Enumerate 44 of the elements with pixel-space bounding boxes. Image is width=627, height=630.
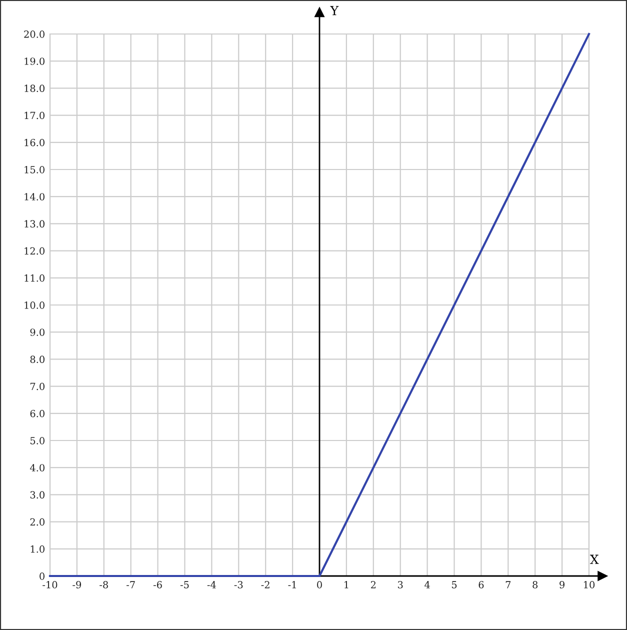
y-tick-label: 16.0 <box>24 138 44 146</box>
y-tick-label: 0 <box>40 572 44 580</box>
y-tick-label: 12.0 <box>24 247 44 255</box>
x-tick-label: 9 <box>560 581 564 588</box>
y-tick-label: 3.0 <box>30 491 44 499</box>
x-tick-label: 8 <box>532 581 538 588</box>
y-tick-label: 13.0 <box>24 220 44 228</box>
x-tick-label: 5 <box>452 581 457 588</box>
x-tick-label: 10 <box>584 581 595 588</box>
x-tick-label: 7 <box>506 581 511 588</box>
x-tick-label: 0 <box>317 581 322 588</box>
x-tick-label: 2 <box>370 581 376 588</box>
x-tick-label: 6 <box>478 581 484 588</box>
x-tick-label: 4 <box>424 581 430 588</box>
x-tick-label: -9 <box>72 581 82 588</box>
x-tick-label: -10 <box>42 581 58 588</box>
x-axis-title: X <box>590 554 599 564</box>
x-tick-label: 3 <box>398 581 403 588</box>
y-tick-label: 20.0 <box>24 30 44 38</box>
y-tick-label: 15.0 <box>24 166 44 174</box>
x-tick-label: -7 <box>126 581 135 588</box>
y-tick-label: 1.0 <box>30 545 44 553</box>
y-tick-label: 19.0 <box>24 58 44 65</box>
x-tick-label: -1 <box>288 581 296 588</box>
y-tick-label: 7.0 <box>30 382 44 390</box>
y-tick-label: 9.0 <box>30 328 44 336</box>
y-tick-label: 4.0 <box>30 464 44 472</box>
x-tick-label: -6 <box>153 581 162 588</box>
y-tick-label: 2.0 <box>30 518 44 526</box>
y-tick-label: 6.0 <box>30 410 44 418</box>
x-tick-label: -4 <box>207 581 216 588</box>
x-tick-label: -2 <box>261 581 270 588</box>
y-tick-label: 11.0 <box>24 274 44 282</box>
y-tick-label: 10.0 <box>24 301 44 309</box>
y-tick-label: 18.0 <box>24 84 44 92</box>
y-tick-label: 14.0 <box>24 193 44 200</box>
x-tick-label: -8 <box>100 581 108 588</box>
y-tick-label: 5.0 <box>30 436 44 444</box>
x-tick-label: -3 <box>234 581 243 588</box>
x-tick-label: -5 <box>180 581 189 588</box>
x-tick-label: 1 <box>344 581 348 588</box>
y-tick-label: 8.0 <box>30 356 44 364</box>
y-axis-title: Y <box>330 6 339 16</box>
y-tick-label: 17.0 <box>24 112 44 120</box>
